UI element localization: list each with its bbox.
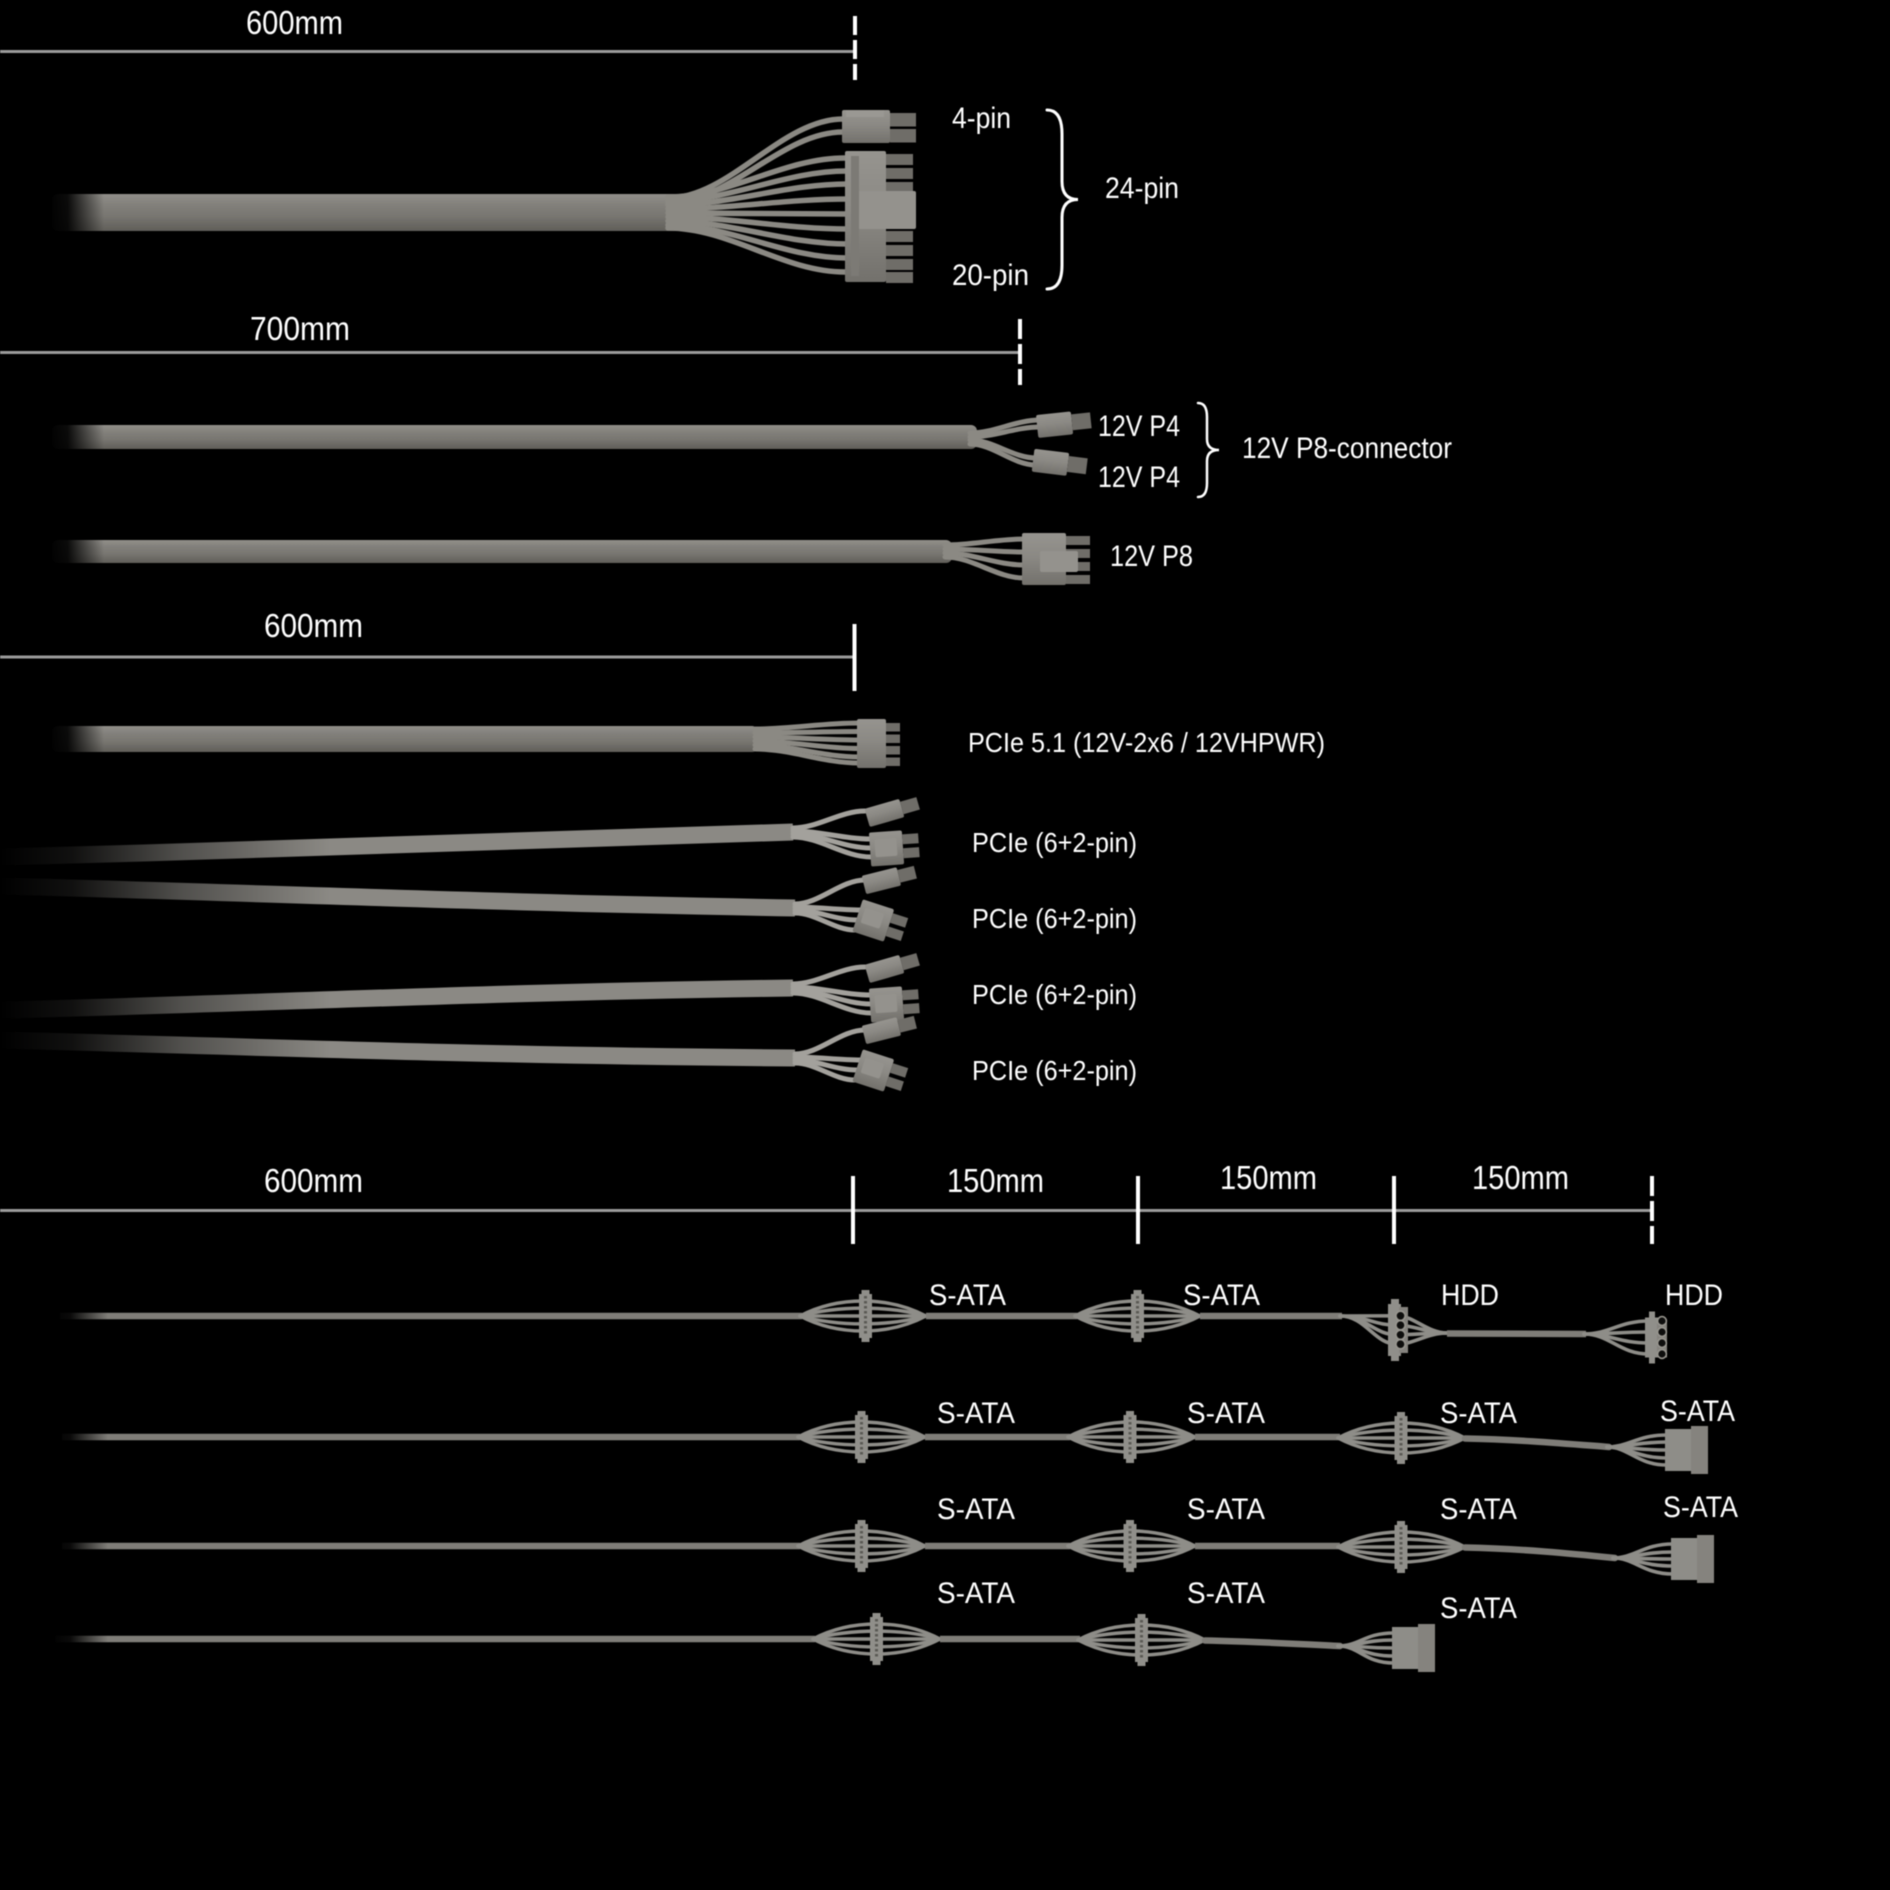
svg-text:PCIe (6+2-pin): PCIe (6+2-pin) [972,979,1137,1010]
svg-text:600mm: 600mm [246,4,343,41]
svg-text:24-pin: 24-pin [1105,172,1179,205]
svg-text:S-ATA: S-ATA [1440,1592,1517,1625]
svg-text:HDD: HDD [1665,1279,1723,1312]
svg-text:S-ATA: S-ATA [1440,1397,1517,1430]
svg-text:12V P8-connector: 12V P8-connector [1242,432,1452,465]
svg-text:S-ATA: S-ATA [1187,1493,1265,1526]
svg-text:S-ATA: S-ATA [937,1493,1015,1526]
svg-text:S-ATA: S-ATA [937,1397,1015,1430]
svg-text:S-ATA: S-ATA [1440,1493,1517,1526]
svg-text:PCIe (6+2-pin): PCIe (6+2-pin) [972,1055,1137,1086]
svg-text:150mm: 150mm [947,1162,1044,1199]
svg-text:S-ATA: S-ATA [1663,1491,1738,1524]
svg-text:150mm: 150mm [1472,1159,1569,1196]
svg-text:12V P8: 12V P8 [1110,540,1193,573]
svg-text:600mm: 600mm [264,1162,363,1199]
svg-text:HDD: HDD [1441,1279,1499,1312]
svg-text:12V P4: 12V P4 [1098,410,1180,443]
svg-text:S-ATA: S-ATA [937,1577,1015,1610]
svg-text:150mm: 150mm [1220,1159,1317,1196]
svg-text:S-ATA: S-ATA [1187,1577,1265,1610]
svg-text:S-ATA: S-ATA [1187,1397,1265,1430]
svg-text:700mm: 700mm [250,310,350,347]
svg-text:20-pin: 20-pin [952,259,1029,292]
svg-text:S-ATA: S-ATA [1183,1279,1260,1312]
svg-text:PCIe 5.1 (12V-2x6 / 12VHPWR): PCIe 5.1 (12V-2x6 / 12VHPWR) [968,727,1325,758]
svg-text:PCIe (6+2-pin): PCIe (6+2-pin) [972,903,1137,934]
svg-text:S-ATA: S-ATA [929,1279,1006,1312]
svg-text:PCIe (6+2-pin): PCIe (6+2-pin) [972,827,1137,858]
svg-text:12V P4: 12V P4 [1098,461,1180,494]
svg-text:600mm: 600mm [264,607,363,644]
svg-text:S-ATA: S-ATA [1660,1395,1735,1428]
svg-text:4-pin: 4-pin [952,102,1011,135]
